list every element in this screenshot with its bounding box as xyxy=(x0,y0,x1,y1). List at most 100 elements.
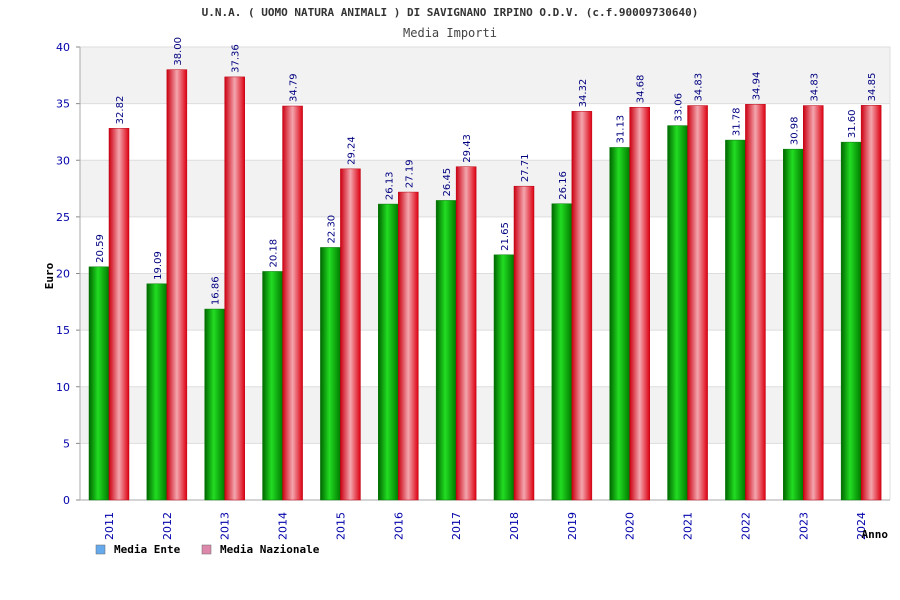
data-label-media-nazionale: 37.36 xyxy=(231,44,242,73)
bar-media-nazionale xyxy=(803,105,824,501)
legend-label-media-nazionale: Media Nazionale xyxy=(220,543,320,556)
bar-media-nazionale xyxy=(166,69,188,501)
x-tick-label: 2021 xyxy=(682,512,695,540)
bar-media-nazionale xyxy=(860,105,882,501)
data-label-media-ente: 21.65 xyxy=(500,222,511,251)
x-tick-label: 2018 xyxy=(508,512,521,540)
data-label-media-nazionale: 34.94 xyxy=(751,72,762,101)
bar-media-ente xyxy=(725,139,746,501)
data-label-media-nazionale: 34.32 xyxy=(578,79,589,108)
x-tick-label: 2022 xyxy=(739,512,752,540)
data-label-media-nazionale: 29.24 xyxy=(346,136,357,165)
bar-media-ente xyxy=(320,247,341,501)
grid-band xyxy=(80,103,890,161)
bar-media-nazionale xyxy=(455,166,477,501)
data-label-media-ente: 26.13 xyxy=(384,171,395,200)
bar-media-ente xyxy=(88,266,110,501)
x-tick-label: 2017 xyxy=(450,512,463,540)
x-tick-label: 2014 xyxy=(277,512,290,540)
grid-band xyxy=(80,330,890,387)
plot-area: 0 5 10 15 20 25 30 35 40 20.59 32.82 2011 19.09 38.00… xyxy=(56,37,891,540)
y-tick-label: 35 xyxy=(56,98,70,111)
y-tick-label: 20 xyxy=(56,268,70,281)
x-tick-label: 2011 xyxy=(103,512,116,540)
data-label-media-ente: 31.78 xyxy=(731,107,742,136)
data-label-media-ente: 30.98 xyxy=(789,117,800,146)
bar-media-nazionale xyxy=(513,185,535,501)
bar-media-ente xyxy=(435,200,457,501)
x-tick-label: 2019 xyxy=(566,512,579,540)
data-label-media-nazionale: 38.00 xyxy=(173,37,184,66)
x-tick-label: 2020 xyxy=(624,512,637,540)
grid-band xyxy=(80,216,890,274)
legend-item-media-ente: Media Ente xyxy=(95,543,181,556)
bar-media-nazionale xyxy=(571,111,593,501)
x-tick-label: 2023 xyxy=(797,512,810,540)
data-label-media-nazionale: 34.79 xyxy=(289,73,300,102)
data-label-media-nazionale: 34.85 xyxy=(867,73,878,102)
y-tick-label: 25 xyxy=(56,211,70,224)
bar-media-ente xyxy=(551,203,573,501)
grid-band xyxy=(80,273,890,331)
data-label-media-ente: 20.59 xyxy=(95,234,106,263)
chart-title: U.N.A. ( UOMO NATURA ANIMALI ) DI SAVIGN… xyxy=(202,6,699,19)
y-tick-label: 10 xyxy=(56,381,70,394)
x-axis-label: Anno xyxy=(862,528,889,541)
legend-label-media-ente: Media Ente xyxy=(114,543,181,556)
bar-media-ente xyxy=(146,283,168,501)
bar-media-nazionale xyxy=(340,168,361,501)
bar-media-nazionale xyxy=(745,104,766,501)
bar-media-nazionale xyxy=(224,76,245,501)
data-label-media-nazionale: 32.82 xyxy=(115,96,126,125)
bar-media-nazionale xyxy=(629,106,650,501)
bar-media-ente xyxy=(840,141,862,501)
data-label-media-ente: 16.86 xyxy=(211,276,222,305)
data-label-media-ente: 33.06 xyxy=(674,93,685,122)
bar-media-ente xyxy=(667,125,688,501)
y-axis-label: Euro xyxy=(43,262,56,289)
grid-band xyxy=(80,386,890,444)
data-label-media-ente: 26.45 xyxy=(442,168,453,197)
x-tick-label: 2015 xyxy=(334,512,347,540)
y-tick-label: 0 xyxy=(63,494,70,507)
legend-swatch-media-nazionale xyxy=(201,544,212,555)
bar-media-nazionale xyxy=(398,191,419,501)
bar-media-ente xyxy=(609,147,630,501)
bar-media-ente xyxy=(378,203,399,501)
data-label-media-ente: 22.30 xyxy=(326,215,337,244)
grid-band xyxy=(80,160,890,217)
x-tick-label: 2016 xyxy=(392,512,405,540)
data-label-media-ente: 31.60 xyxy=(847,109,858,138)
bar-media-ente xyxy=(204,308,225,501)
data-label-media-nazionale: 34.83 xyxy=(809,73,820,102)
data-label-media-ente: 20.18 xyxy=(269,239,280,268)
legend: Media Ente Media Nazionale xyxy=(95,543,320,556)
x-tick-label: 2013 xyxy=(219,512,232,540)
x-tick-label: 2012 xyxy=(161,512,174,540)
grid-band xyxy=(80,443,890,500)
legend-swatch-media-ente xyxy=(95,544,106,555)
bar-media-nazionale xyxy=(108,128,130,501)
chart-subtitle: Media Importi xyxy=(403,26,497,40)
y-tick-label: 30 xyxy=(56,154,70,167)
data-label-media-ente: 19.09 xyxy=(153,251,164,280)
bar-media-ente xyxy=(783,148,804,501)
data-label-media-ente: 26.16 xyxy=(558,171,569,200)
y-tick-label: 40 xyxy=(56,41,70,54)
legend-item-media-nazionale: Media Nazionale xyxy=(201,543,320,556)
y-tick-label: 15 xyxy=(56,324,70,337)
data-label-media-nazionale: 34.68 xyxy=(636,75,647,104)
data-label-media-nazionale: 27.19 xyxy=(404,159,415,188)
bar-media-nazionale xyxy=(687,105,708,501)
bar-media-nazionale xyxy=(282,105,303,501)
data-label-media-nazionale: 34.83 xyxy=(694,73,705,102)
bar-media-ente xyxy=(262,271,283,501)
data-label-media-nazionale: 29.43 xyxy=(462,134,473,163)
bar-media-ente xyxy=(493,254,515,501)
data-label-media-nazionale: 27.71 xyxy=(520,154,531,183)
grid-band xyxy=(80,47,890,104)
data-label-media-ente: 31.13 xyxy=(616,115,627,144)
x-tick-label: 2024 xyxy=(855,512,868,540)
y-tick-label: 5 xyxy=(63,437,70,450)
